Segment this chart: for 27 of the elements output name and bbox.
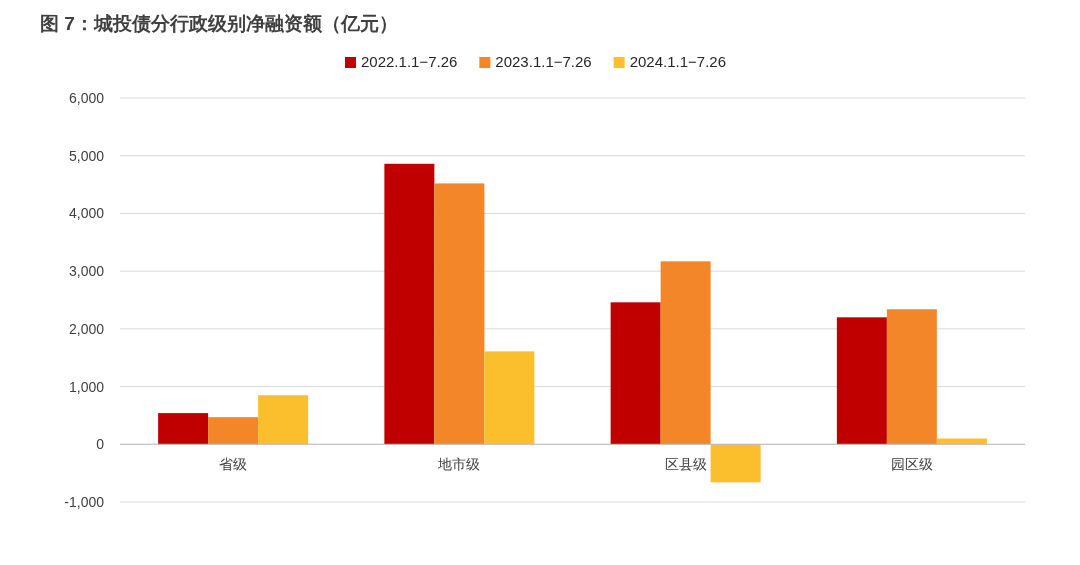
y-tick-label: 5,000	[68, 147, 105, 164]
x-tick-label: 园区级	[890, 456, 933, 473]
bar	[484, 351, 535, 445]
y-tick-label: 3,000	[68, 263, 105, 280]
bar	[384, 163, 435, 445]
bar	[710, 444, 761, 483]
y-tick-label: 2,000	[68, 320, 105, 337]
bar	[610, 302, 661, 445]
x-tick-label: 省级	[219, 456, 248, 473]
y-tick-label: -1,000	[64, 494, 105, 510]
legend-label: 2023.1.1−7.26	[495, 53, 592, 70]
legend-label: 2022.1.1−7.26	[361, 53, 458, 70]
bar	[836, 317, 887, 445]
bar	[258, 395, 309, 445]
y-tick-label: 0	[96, 436, 105, 453]
bar	[208, 417, 259, 445]
y-tick-label: 6,000	[68, 90, 105, 106]
bar	[886, 309, 937, 445]
y-tick-label: 4,000	[68, 205, 105, 222]
chart-title: 图 7：城投债分行政级别净融资额（亿元）	[40, 13, 398, 34]
y-tick-label: 1,000	[68, 378, 105, 395]
legend-label: 2024.1.1−7.26	[629, 53, 727, 70]
x-tick-label: 地市级	[437, 456, 481, 473]
bar	[434, 183, 485, 445]
bar	[660, 261, 711, 445]
x-tick-label: 区县级	[664, 456, 707, 473]
bar	[158, 413, 209, 445]
